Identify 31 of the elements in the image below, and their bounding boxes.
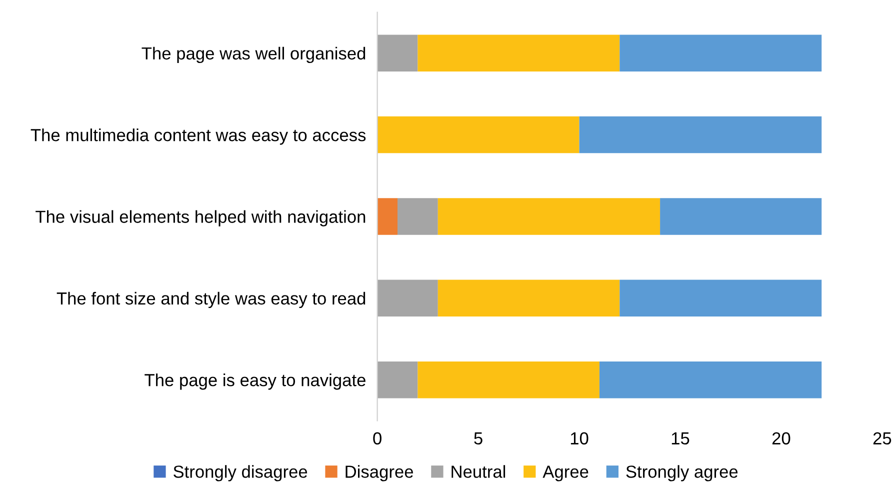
legend-label: Neutral xyxy=(452,465,506,478)
bar xyxy=(377,280,438,317)
bar xyxy=(377,116,580,154)
bar xyxy=(579,116,822,154)
bar xyxy=(599,361,822,398)
legend-label: Agree xyxy=(542,466,588,482)
legend-label: Strongly agree xyxy=(626,465,738,482)
bar xyxy=(660,198,822,235)
bar xyxy=(438,198,660,235)
x-tick-label: 5 xyxy=(474,432,482,445)
x-tick-label: 0 xyxy=(373,432,382,445)
bar xyxy=(418,34,620,72)
y-tick-label: The visual elements helped with navigation xyxy=(36,210,366,226)
y-tick-label: The multimedia content was easy to access xyxy=(30,128,366,145)
bar xyxy=(377,361,418,398)
bar xyxy=(438,280,620,317)
x-tick-label: 15 xyxy=(672,432,690,445)
legend-label: Disagree xyxy=(346,465,414,482)
legend-label: Strongly disagree xyxy=(174,465,308,482)
x-tick-label: 25 xyxy=(873,432,892,445)
bar xyxy=(418,361,600,398)
y-tick-label: The page is easy to navigate xyxy=(144,374,366,390)
bar xyxy=(398,198,438,235)
y-tick-label: The page was well organised xyxy=(142,46,366,64)
x-tick-label: 10 xyxy=(570,432,588,445)
bar xyxy=(377,198,398,235)
bar xyxy=(377,34,418,72)
bar xyxy=(620,34,822,72)
y-tick-label: The font size and style was easy to read xyxy=(56,292,366,308)
x-tick-label: 20 xyxy=(772,432,790,445)
bar xyxy=(620,280,822,317)
